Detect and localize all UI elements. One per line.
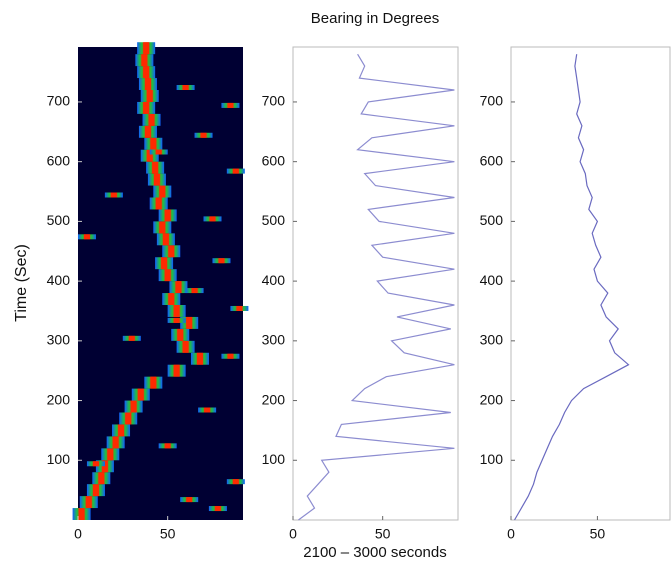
intensity-peak (130, 400, 137, 413)
x-tick-label: 50 (375, 526, 391, 542)
intensity-peak (125, 412, 132, 425)
bearing-line (513, 54, 630, 521)
intensity-peak (164, 269, 171, 282)
y-tick-label: 600 (480, 152, 504, 168)
intensity-peak (182, 340, 189, 353)
intensity-peak (214, 506, 221, 512)
y-tick-label: 400 (262, 272, 286, 288)
intensity-peak (152, 161, 159, 174)
y-tick-label: 200 (480, 391, 504, 407)
intensity-peak (78, 508, 85, 520)
intensity-peak (146, 149, 153, 162)
intensity-peak (155, 149, 162, 155)
y-tick-label: 100 (480, 451, 504, 467)
x-tick-label: 0 (289, 526, 297, 542)
y-tick-label: 300 (480, 332, 504, 348)
intensity-peak (227, 102, 234, 108)
y-tick-label: 300 (262, 332, 286, 348)
intensity-peak (173, 364, 180, 377)
intensity-peak (191, 288, 198, 294)
y-tick-label: 500 (262, 212, 286, 228)
intensity-peak (92, 461, 99, 467)
intensity-peak (83, 234, 90, 240)
intensity-peak (161, 257, 168, 270)
y-tick-label: 300 (47, 332, 71, 348)
plot-area (292, 46, 459, 521)
intensity-peak (144, 78, 151, 90)
intensity-peak (137, 388, 144, 401)
chart-title: Bearing in Degrees (311, 10, 439, 27)
y-tick-label: 200 (47, 391, 71, 407)
intensity-peak (162, 233, 169, 246)
intensity-peak (182, 85, 189, 90)
intensity-peak (232, 479, 239, 485)
x-axis-label: 2100 – 3000 seconds (303, 544, 446, 561)
intensity-peak (159, 221, 166, 234)
intensity-peak (98, 472, 105, 485)
intensity-peak (118, 424, 125, 437)
intensity-peak (153, 173, 160, 186)
intensity-peak (107, 448, 114, 461)
x-tick-label: 50 (590, 526, 606, 542)
y-tick-label: 600 (47, 152, 71, 168)
intensity-peak (143, 66, 150, 79)
intensity-peak (168, 293, 175, 305)
intensity-peak (128, 335, 135, 341)
y-tick-label: 500 (480, 212, 504, 228)
x-tick-label: 50 (160, 526, 176, 542)
intensity-peak (204, 407, 211, 413)
intensity-peak (200, 132, 207, 138)
y-tick-label: 400 (480, 272, 504, 288)
intensity-peak (175, 281, 182, 294)
intensity-peak (148, 113, 155, 126)
intensity-peak (164, 209, 171, 222)
y-tick-label: 100 (47, 451, 71, 467)
intensity-peak (218, 258, 225, 264)
intensity-peak (110, 192, 117, 198)
bearing-line (298, 53, 455, 521)
intensity-peak (150, 376, 157, 389)
intensity-peak (143, 42, 150, 55)
intensity-peak (236, 305, 243, 311)
y-axis-label: Time (Sec) (13, 244, 30, 322)
intensity-peak (159, 185, 166, 198)
plot-area (510, 46, 671, 521)
y-tick-label: 700 (480, 93, 504, 109)
y-tick-label: 100 (262, 451, 286, 467)
intensity-peak (150, 137, 157, 150)
y-tick-label: 500 (47, 212, 71, 228)
intensity-peak (164, 443, 171, 449)
intensity-peak (168, 245, 175, 258)
y-tick-label: 700 (47, 93, 71, 109)
intensity-peak (186, 497, 193, 503)
plot-area (78, 47, 243, 520)
intensity-peak (173, 317, 180, 323)
intensity-peak (209, 216, 216, 222)
intensity-peak (232, 168, 239, 174)
intensity-peak (186, 316, 193, 329)
x-tick-label: 0 (74, 526, 82, 542)
y-tick-label: 700 (262, 93, 286, 109)
intensity-peak (196, 352, 203, 365)
intensity-peak (141, 54, 148, 67)
intensity-peak (85, 496, 92, 509)
intensity-peak (155, 197, 162, 210)
intensity-peak (112, 436, 119, 449)
intensity-peak (92, 484, 99, 497)
x-tick-label: 0 (507, 526, 515, 542)
intensity-peak (143, 101, 150, 114)
intensity-peak (177, 328, 184, 341)
intensity-peak (146, 90, 153, 102)
intensity-peak (227, 353, 234, 359)
y-tick-label: 600 (262, 152, 286, 168)
intensity-peak (144, 125, 151, 138)
y-tick-label: 200 (262, 391, 286, 407)
intensity-peak (173, 305, 180, 317)
y-tick-label: 400 (47, 272, 71, 288)
